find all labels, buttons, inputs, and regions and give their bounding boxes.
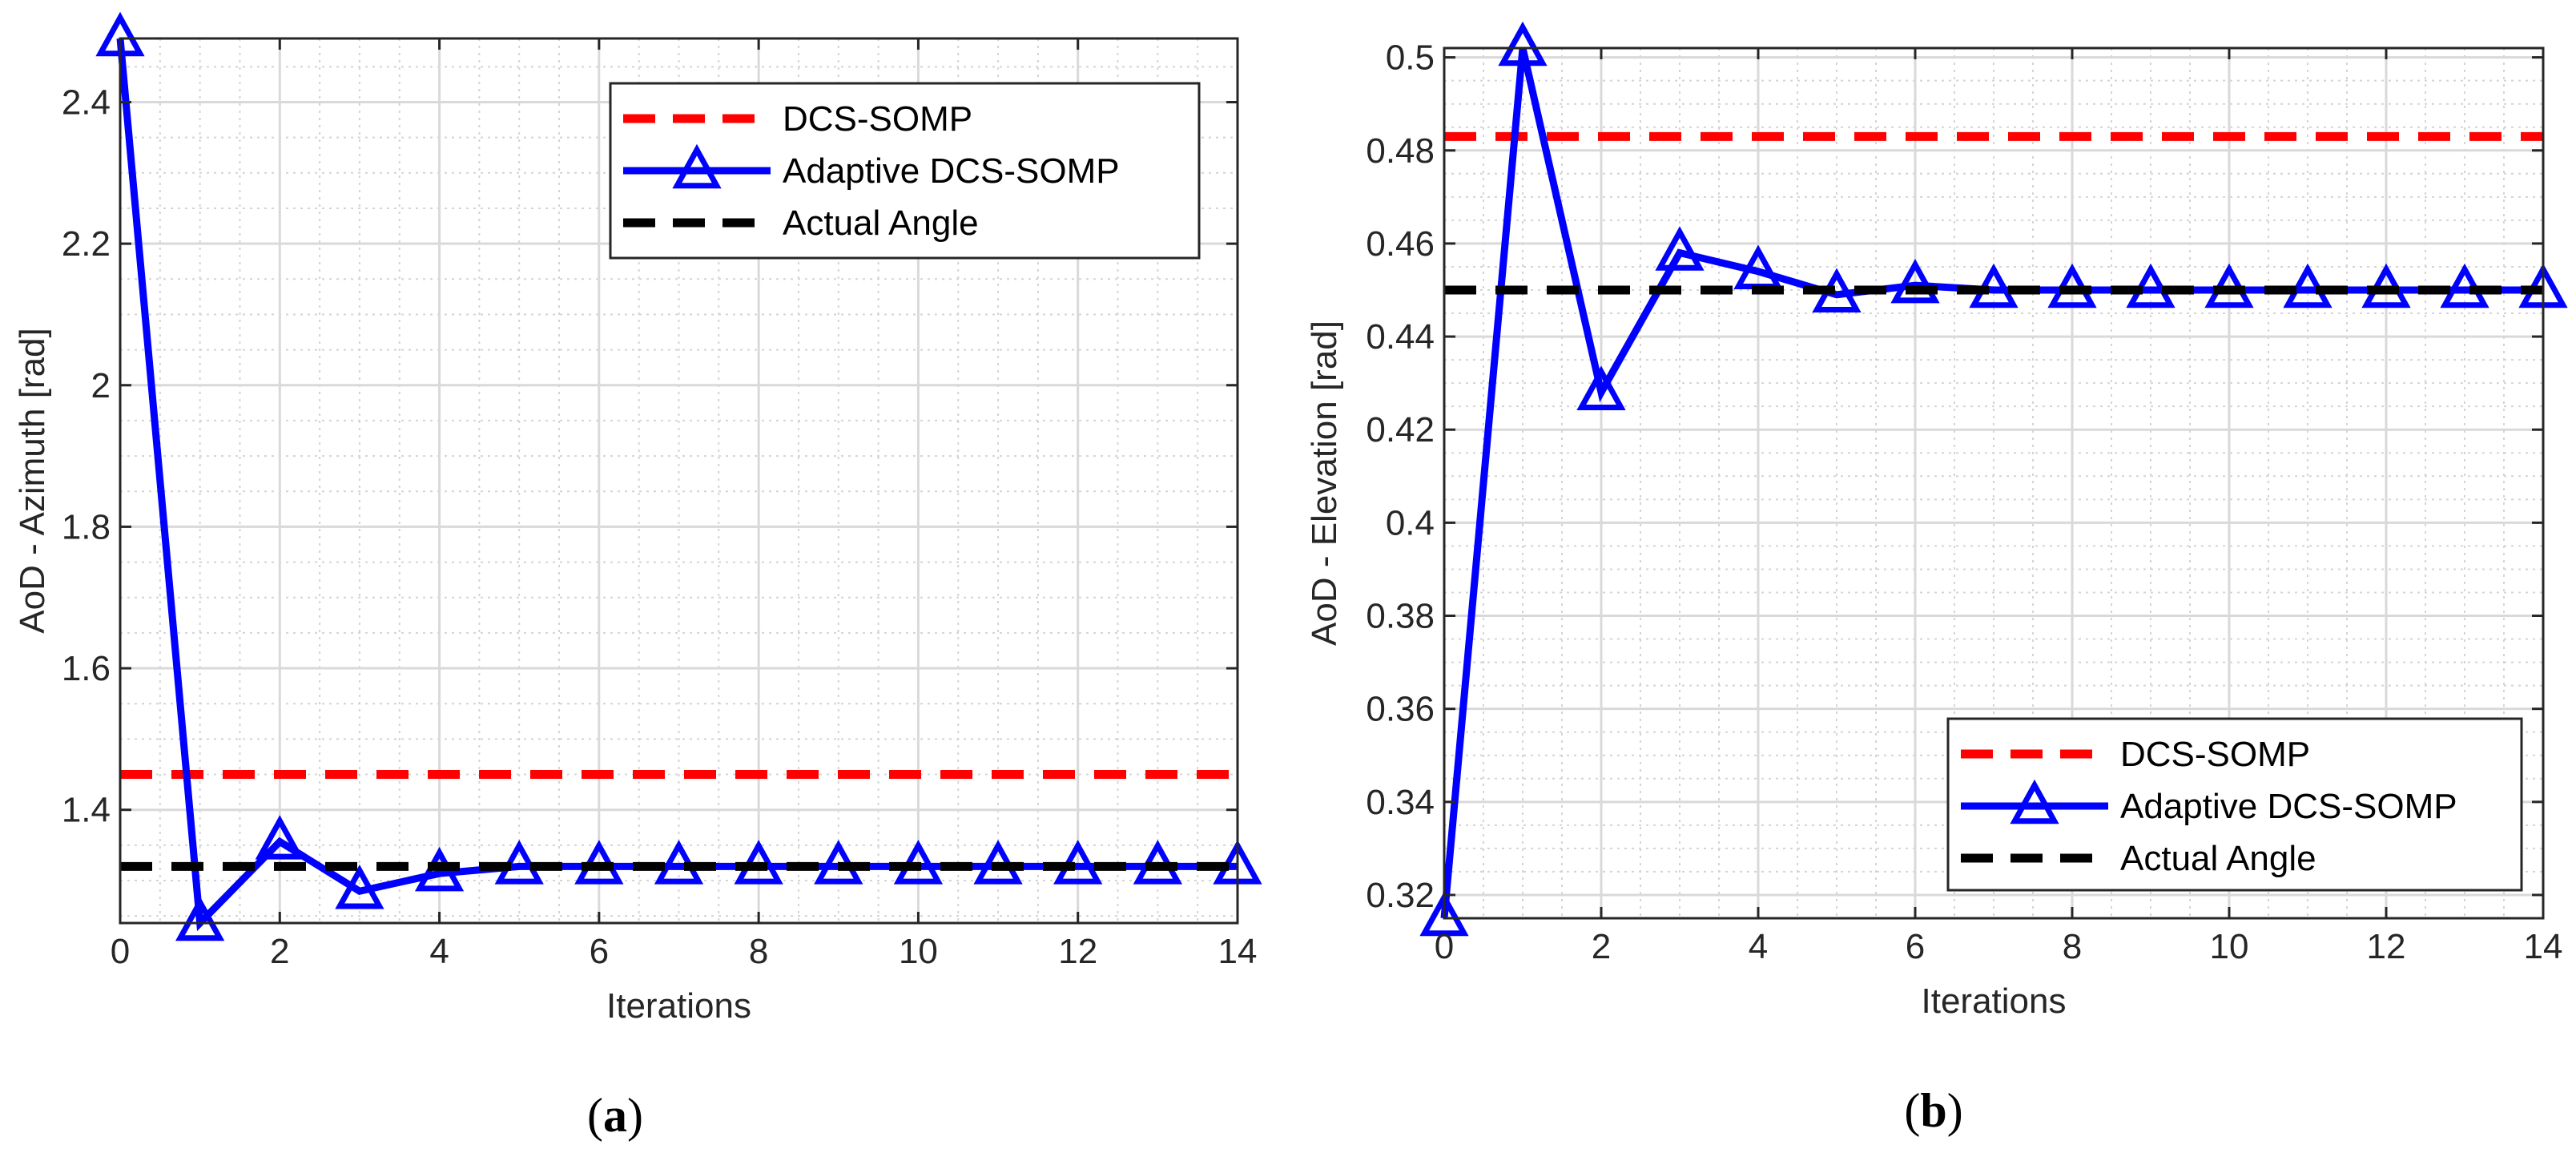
legend-label: Adaptive DCS-SOMP: [2120, 787, 2457, 826]
axes-box: [119, 37, 1239, 925]
legend-label: Actual Angle: [2120, 839, 2316, 878]
x-axis-label: Iterations: [1922, 982, 2067, 1021]
legend-label: DCS-SOMP: [2120, 735, 2310, 774]
subfigure-caption: (b): [1904, 1084, 1962, 1137]
legend-entry: Actual Angle: [623, 204, 979, 243]
legend-entry: DCS-SOMP: [623, 99, 972, 139]
x-tick-label: 10: [899, 932, 938, 971]
y-tick-label: 0.42: [1366, 410, 1435, 449]
y-axis-label: AoD - Azimuth [rad]: [13, 328, 52, 633]
ticks: 0 2 4 6 8 10 12 14 0.32 0.34 0.36 0.38 0.4 0.42 0.44 0.…: [1366, 38, 2562, 966]
caption-open: (: [587, 1089, 603, 1142]
x-tick-label: 12: [1058, 932, 1097, 971]
x-tick-label: 0: [1435, 927, 1454, 966]
y-tick-label: 0.44: [1366, 317, 1435, 357]
legend-entry: DCS-SOMP: [1961, 735, 2310, 774]
data-point: [1655, 226, 1705, 271]
ticks: 0 2 4 6 8 10 12 14 1.4 1.6 1.8 2 2.2 2.4: [62, 38, 1258, 971]
y-tick-label: 2.4: [62, 83, 111, 122]
legend: DCS-SOMP Adaptive DCS-SOMP Actual Angle: [1946, 717, 2523, 892]
legend-entry: Adaptive DCS-SOMP: [623, 143, 1120, 191]
y-tick-label: 2.2: [62, 224, 111, 264]
caption-open: (: [1904, 1084, 1920, 1137]
legend-entry: Adaptive DCS-SOMP: [1961, 779, 2457, 826]
legend: DCS-SOMP Adaptive DCS-SOMP Actual Angle: [609, 82, 1201, 260]
y-tick-label: 0.34: [1366, 783, 1435, 822]
x-tick-label: 6: [1906, 927, 1925, 966]
y-tick-label: 1.6: [62, 649, 111, 688]
data-point: [1890, 258, 1940, 304]
y-tick-label: 2: [91, 366, 111, 405]
subfigure-caption: (a): [587, 1089, 643, 1142]
x-tick-label: 6: [590, 932, 609, 971]
caption-letter: a: [603, 1089, 627, 1142]
y-tick-label: 0.38: [1366, 597, 1435, 636]
x-tick-label: 8: [749, 932, 768, 971]
series-line: [1440, 46, 2543, 919]
caption-close: ): [1947, 1084, 1963, 1137]
x-tick-label: 4: [1749, 927, 1768, 966]
x-tick-label: 10: [2210, 927, 2249, 966]
x-tick-label: 8: [2063, 927, 2082, 966]
data-point: [255, 815, 304, 860]
y-axis-label: AoD - Elevation [rad]: [1305, 320, 1344, 646]
legend-label: Actual Angle: [783, 204, 979, 243]
data-point: [175, 896, 225, 941]
chart-b: 0 2 4 6 8 10 12 14 0.32 0.34 0.36 0.38 0.4 0.42 0.44 0.…: [1305, 21, 2568, 1137]
legend-label: Adaptive DCS-SOMP: [783, 151, 1120, 191]
x-tick-label: 14: [1218, 932, 1258, 971]
caption-close: ): [627, 1089, 643, 1142]
y-tick-label: 1.8: [62, 507, 111, 546]
legend-label: DCS-SOMP: [783, 99, 972, 139]
y-tick-label: 0.5: [1386, 38, 1435, 78]
x-tick-label: 4: [429, 932, 449, 971]
x-tick-label: 14: [2524, 927, 2563, 966]
y-tick-label: 0.32: [1366, 876, 1435, 915]
x-tick-label: 2: [1592, 927, 1611, 966]
legend-entry: Actual Angle: [1961, 839, 2316, 878]
data-point: [1498, 21, 1548, 67]
x-tick-label: 12: [2367, 927, 2406, 966]
chart-a: 0 2 4 6 8 10 12 14 1.4 1.6 1.8 2 2.2 2.4 Iterations AoD…: [13, 11, 1262, 1142]
legend-marker: [2010, 779, 2059, 824]
axes-box: [1443, 46, 2545, 920]
data-point: [1576, 365, 1626, 410]
y-tick-label: 1.4: [62, 791, 111, 830]
caption-letter: b: [1920, 1084, 1946, 1137]
x-tick-label: 0: [111, 932, 130, 971]
data-point: [1419, 891, 1469, 937]
legend-marker: [672, 143, 722, 189]
y-tick-label: 0.46: [1366, 224, 1435, 264]
x-tick-label: 2: [270, 932, 289, 971]
y-tick-label: 0.4: [1386, 503, 1435, 542]
data-point: [335, 865, 384, 909]
y-tick-label: 0.36: [1366, 690, 1435, 729]
x-axis-label: Iterations: [606, 986, 751, 1026]
y-tick-label: 0.48: [1366, 131, 1435, 171]
